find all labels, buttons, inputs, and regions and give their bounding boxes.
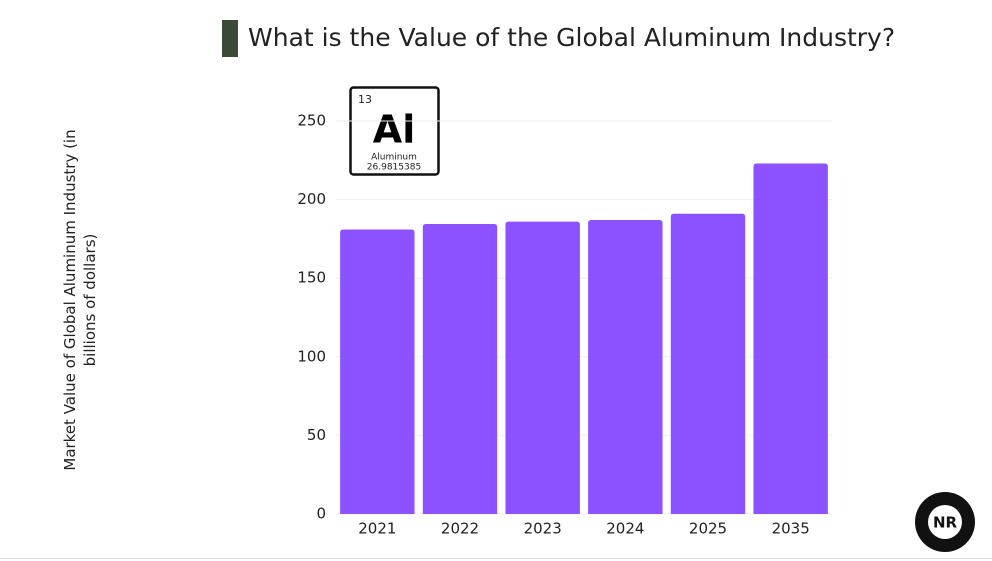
chart-title: What is the Value of the Global Aluminum… xyxy=(248,23,895,52)
bar xyxy=(670,213,746,515)
bar xyxy=(422,223,498,514)
x-tick-label: 2025 xyxy=(689,520,727,538)
bar xyxy=(340,229,415,514)
x-tick-label: 2021 xyxy=(358,520,396,538)
bar xyxy=(505,221,580,514)
element-mass: 26.9815385 xyxy=(367,163,421,173)
title-accent xyxy=(222,20,238,57)
y-tick-label: 150 xyxy=(297,269,326,287)
y-axis-label: Market Value of Global Aluminum Industry… xyxy=(61,129,99,471)
bar xyxy=(588,220,663,514)
y-tick-label: 200 xyxy=(297,190,326,208)
x-tick-label: 2022 xyxy=(441,520,479,538)
x-tick-label: 2023 xyxy=(524,520,562,538)
logo-inner xyxy=(928,505,962,539)
element-number: 13 xyxy=(358,93,372,106)
element-tile: 13 Al Aluminum 26.9815385 xyxy=(349,86,440,176)
y-tick-label: 100 xyxy=(297,347,326,365)
y-tick-label: 250 xyxy=(297,112,326,130)
x-tick-label: 2024 xyxy=(606,520,644,538)
y-tick-label: 50 xyxy=(307,426,326,444)
logo: NR xyxy=(915,492,975,552)
element-symbol: Al xyxy=(373,108,415,152)
x-tick-label: 2035 xyxy=(772,520,810,538)
element-name: Aluminum xyxy=(371,153,417,163)
element-box xyxy=(349,86,440,176)
y-tick-label: 0 xyxy=(316,505,326,523)
bar xyxy=(753,163,828,514)
logo-text: NR xyxy=(933,514,958,532)
